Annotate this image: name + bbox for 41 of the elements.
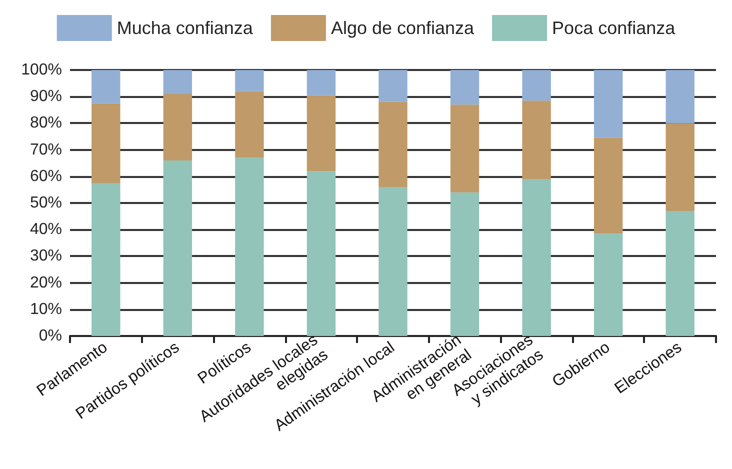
bar	[522, 70, 551, 101]
y-tick-label: 40%	[30, 221, 62, 238]
y-tick-label: 80%	[30, 114, 62, 132]
bar	[594, 234, 623, 336]
bar	[163, 70, 192, 94]
bar	[92, 70, 120, 104]
y-tick-label: 70%	[30, 141, 62, 158]
bar	[522, 100, 551, 180]
bar	[450, 192, 480, 336]
y-tick-label: 60%	[30, 168, 62, 185]
bar	[522, 179, 551, 336]
y-tick-label: 50%	[30, 194, 62, 212]
bar	[378, 102, 408, 188]
bar	[92, 103, 120, 184]
bar	[235, 158, 264, 336]
bar	[378, 187, 408, 336]
bar	[163, 94, 192, 160]
legend-label: Algo de confianza	[330, 18, 476, 38]
bar	[235, 70, 264, 92]
bar	[666, 70, 694, 124]
bar	[306, 70, 336, 96]
y-tick-label: 10%	[30, 300, 62, 318]
bar	[450, 104, 480, 192]
bar	[594, 138, 623, 234]
bar	[450, 70, 480, 105]
bar	[378, 70, 408, 102]
bar	[666, 210, 694, 336]
y-tick-label: 30%	[30, 248, 62, 265]
bar	[163, 160, 192, 336]
legend-label: Mucha confianza	[116, 18, 254, 38]
bar	[235, 91, 264, 158]
bar	[306, 171, 336, 336]
bar	[594, 70, 623, 138]
y-tick-label: 0%	[38, 328, 62, 344]
y-tick-label: 100%	[21, 62, 62, 78]
legend-label: Poca confianza	[552, 18, 676, 38]
y-tick-label: 90%	[30, 88, 62, 106]
bar	[306, 95, 336, 172]
bar	[92, 183, 120, 336]
y-tick-label: 20%	[30, 274, 62, 292]
bar	[666, 123, 694, 211]
